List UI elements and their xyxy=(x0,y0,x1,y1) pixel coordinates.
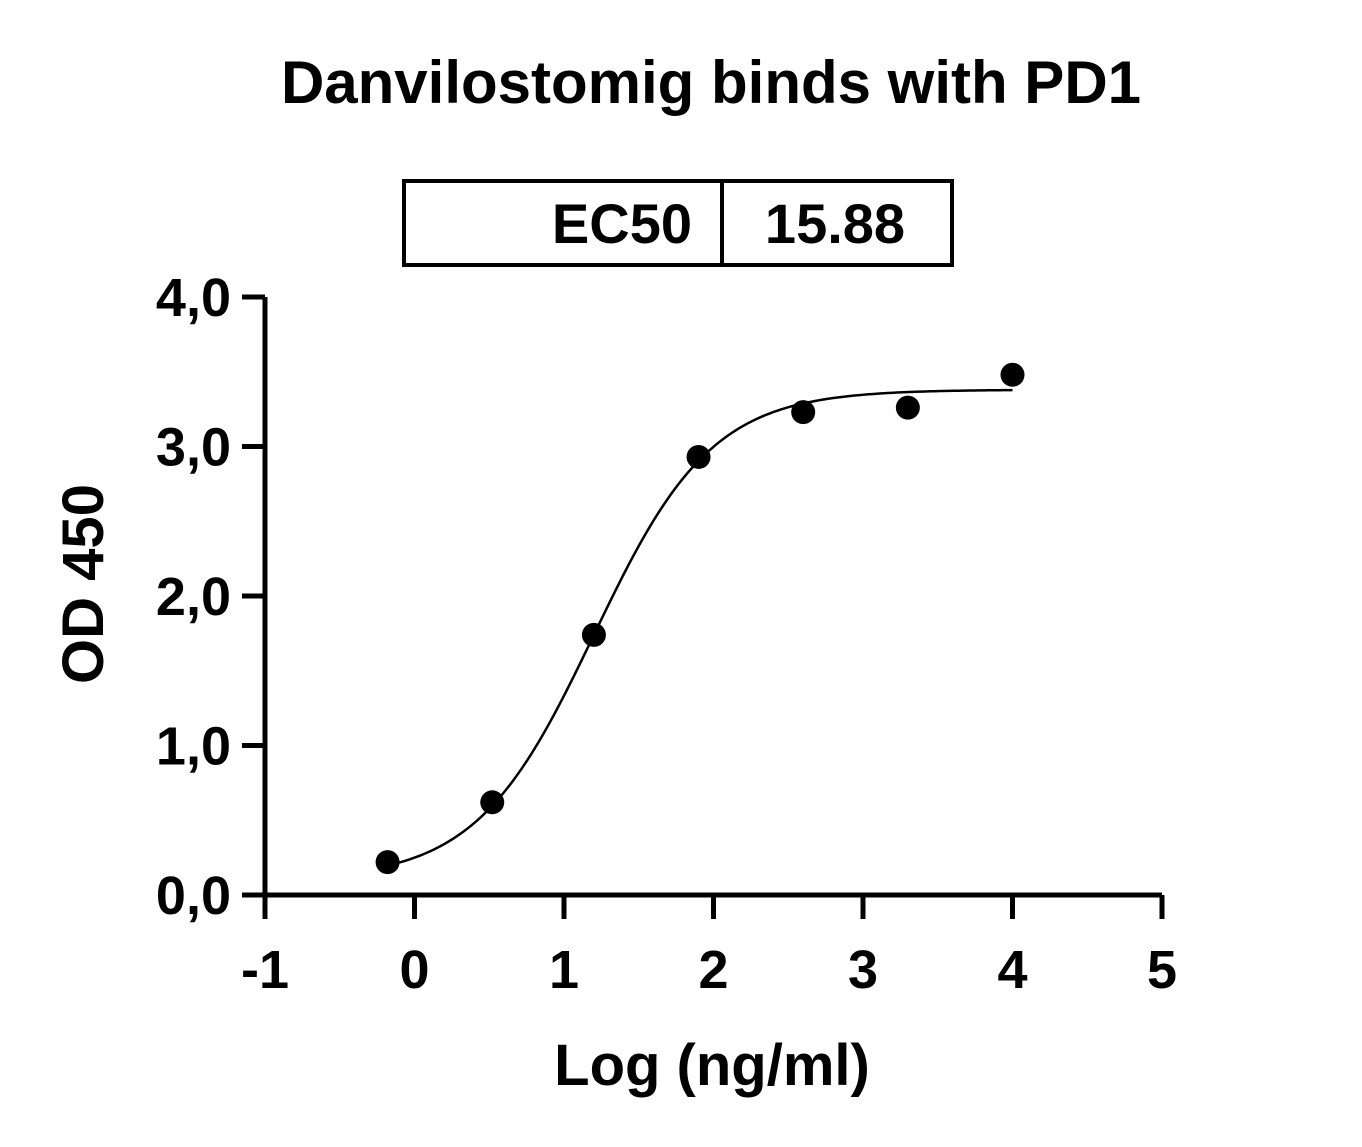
data-point xyxy=(895,395,920,420)
x-tick-label: 0 xyxy=(399,940,429,1000)
ec50-table-border xyxy=(402,179,954,267)
data-points xyxy=(375,362,1025,875)
data-point xyxy=(686,444,711,469)
y-tick-label: 1,0 xyxy=(156,717,231,777)
y-tick-label: 4,0 xyxy=(156,268,231,328)
ec50-value: 15.88 xyxy=(765,192,905,255)
x-tick-label: 1 xyxy=(549,940,579,1000)
data-point xyxy=(1000,362,1025,387)
data-point xyxy=(375,850,400,875)
data-point xyxy=(791,400,816,425)
x-axis: -1 0 1 2 3 4 5 xyxy=(241,892,1177,1000)
data-point xyxy=(581,622,606,647)
chart-title: Danvilostomig binds with PD1 xyxy=(281,49,1141,116)
x-tick-label: 5 xyxy=(1147,940,1177,1000)
x-tick-label: 4 xyxy=(997,940,1027,1000)
data-point xyxy=(480,790,505,815)
ec50-table: EC50 15.88 xyxy=(402,179,954,267)
y-axis: 0,0 1,0 2,0 3,0 4,0 xyxy=(156,268,268,926)
x-tick-label: 3 xyxy=(848,940,878,1000)
y-tick-label: 2,0 xyxy=(156,567,231,627)
x-axis-label: Log (ng/ml) xyxy=(554,1033,870,1098)
y-tick-label: 0,0 xyxy=(156,866,231,926)
ec50-label: EC50 xyxy=(552,192,692,255)
x-tick-label: -1 xyxy=(241,940,289,1000)
y-tick-label: 3,0 xyxy=(156,418,231,478)
y-axis-label: OD 450 xyxy=(51,484,116,684)
x-tick-label: 2 xyxy=(698,940,728,1000)
